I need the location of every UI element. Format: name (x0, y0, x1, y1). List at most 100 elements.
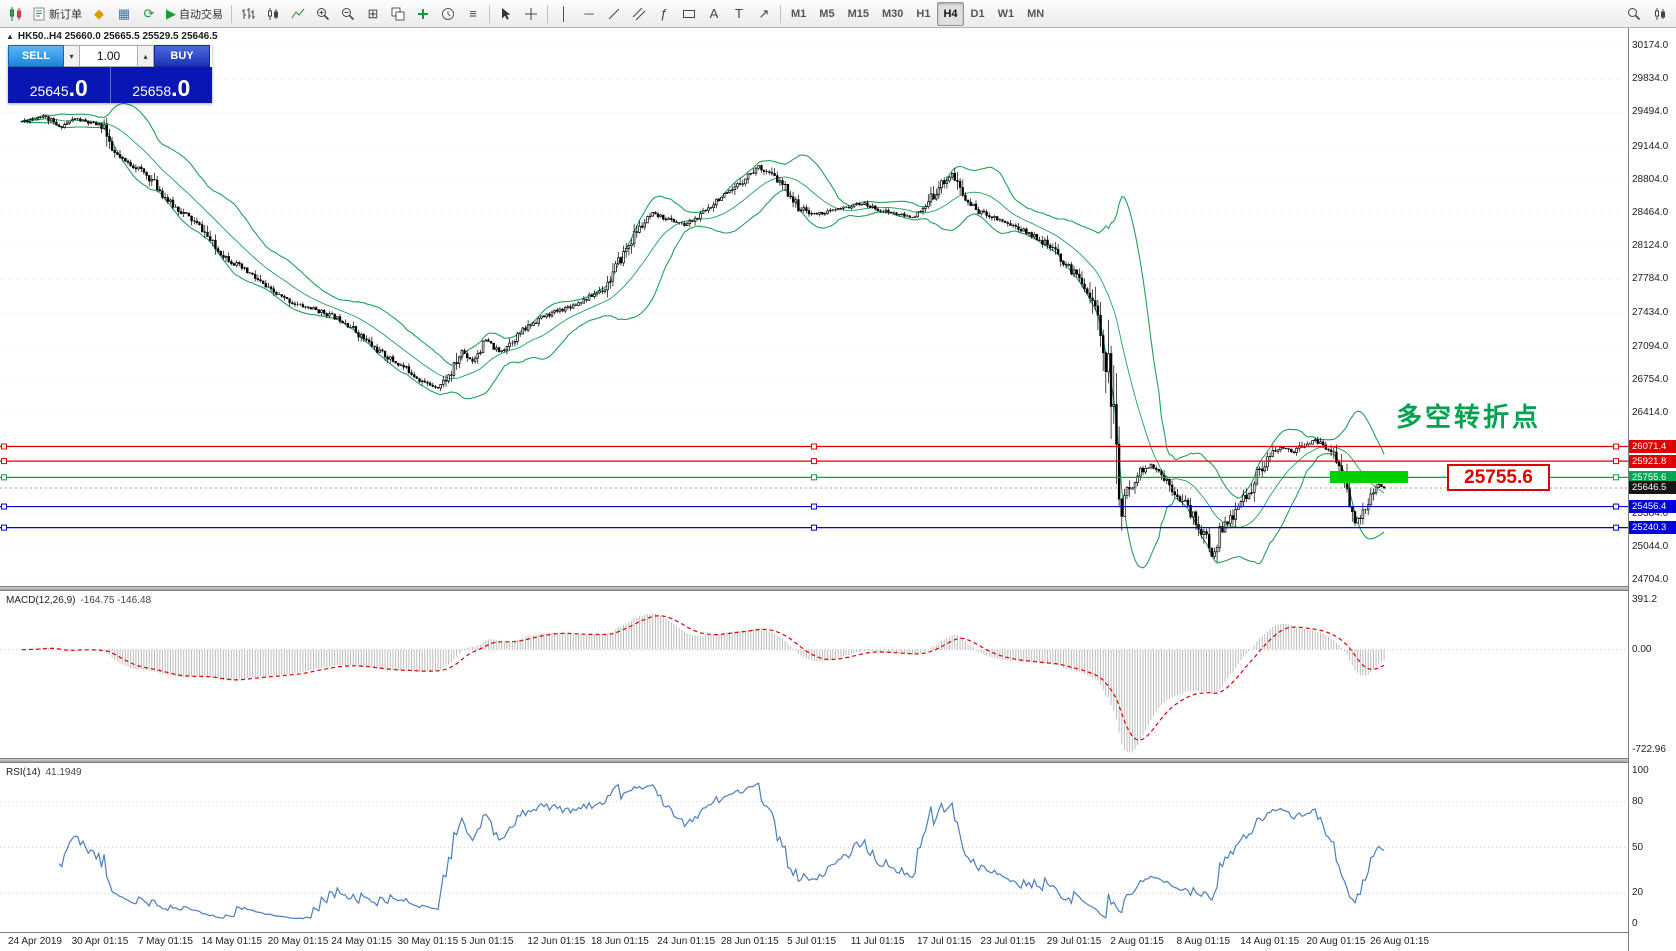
cursor-tool-button[interactable] (494, 2, 518, 26)
indicators-icon (418, 8, 428, 19)
price-divider (109, 67, 111, 103)
sell-button[interactable]: SELL (8, 45, 64, 67)
shapes-icon (683, 9, 695, 18)
data-window-icon: ▦ (117, 6, 131, 21)
data-window-button[interactable]: ▦ (112, 2, 136, 26)
timeframe-M15[interactable]: M15 (847, 7, 869, 20)
chart-style-button[interactable] (1648, 2, 1672, 26)
search-button[interactable] (1622, 2, 1646, 26)
horizontal-line-tool[interactable]: ─ (577, 2, 601, 26)
period-clock-button[interactable] (436, 2, 460, 26)
auto-trading-icon: ▶ (166, 6, 176, 21)
sell-price-pips: .0 (68, 75, 88, 102)
trendline-tool[interactable] (602, 2, 626, 26)
price-axis[interactable]: 30174.0 29834.0 29494.0 29144.0 28804.0 28464… (1628, 28, 1676, 951)
toolbar-separator (231, 4, 232, 23)
date-label: 23 Jul 01:15 (980, 936, 1036, 947)
text-icon: A (709, 6, 719, 21)
shapes-tool[interactable] (677, 2, 701, 26)
timeframe-M1[interactable]: M1 (791, 7, 807, 20)
tile-windows-button[interactable]: ⊞ (361, 2, 385, 26)
timeframe-MN[interactable]: MN (1027, 7, 1045, 20)
macd-axis-zero: 0.00 (1632, 643, 1652, 655)
buy-price-main: 25658 (132, 82, 172, 99)
buy-price[interactable]: 25658.0 (111, 67, 213, 103)
turning-point-highlight[interactable] (1330, 471, 1408, 483)
price-tick-label: 28124.0 (1632, 240, 1669, 252)
date-label: 7 May 01:15 (137, 936, 193, 947)
toolbar-separator (489, 4, 490, 23)
auto-trading-button[interactable]: ▶ 自动交易 (162, 2, 227, 26)
timeframe-W1[interactable]: W1 (997, 7, 1015, 20)
date-label: 20 Aug 01:15 (1306, 936, 1366, 947)
rsi-indicator-panel[interactable] (0, 763, 1628, 932)
vertical-line-tool[interactable]: │ (552, 2, 576, 26)
date-label: 12 Jun 01:15 (527, 936, 586, 947)
rsi-axis-tick: 80 (1632, 795, 1644, 807)
fibonacci-tool[interactable]: ƒ (652, 2, 676, 26)
arrow-tool[interactable]: ↗ (752, 2, 776, 26)
objects-list-button[interactable]: ≡ (461, 2, 485, 26)
new-order-button[interactable]: 新订单 (29, 2, 86, 26)
crosshair-icon (525, 7, 537, 20)
macd-rsi-splitter[interactable] (0, 758, 1676, 763)
text-label-tool[interactable]: T (727, 2, 751, 26)
date-label: 26 Aug 01:15 (1370, 936, 1430, 947)
line-chart-mode-button[interactable] (286, 2, 310, 26)
main-price-chart[interactable] (0, 28, 1628, 586)
new-order-label: 新订单 (49, 8, 82, 21)
tile-windows-icon: ⊞ (367, 6, 379, 21)
buy-button[interactable]: BUY (154, 45, 210, 67)
toolbar: 新订单 ◆ ▦ ⟳ ▶ 自动交易 ⊞ (0, 0, 1676, 28)
channel-icon (632, 7, 646, 20)
time-axis[interactable]: 24 Apr 2019 30 Apr 01:15 7 May 01:15 14 May… (0, 932, 1628, 951)
price-tick-label: 29834.0 (1632, 73, 1669, 85)
vertical-line-icon: │ (559, 6, 569, 21)
order-controls-row: SELL ▾ ▴ BUY (8, 45, 212, 67)
rsi-axis-tick: 20 (1632, 887, 1644, 899)
price-tick-label: 26754.0 (1632, 373, 1669, 385)
volume-input[interactable] (80, 45, 138, 67)
zoom-in-button[interactable] (311, 2, 335, 26)
search-icon (1628, 7, 1641, 20)
timeframe-D1[interactable]: D1 (970, 7, 985, 20)
date-label: 2 Aug 01:15 (1110, 936, 1164, 947)
volume-decrease-button[interactable]: ▾ (64, 45, 80, 67)
level-price-badge: 25755.6 (1629, 470, 1676, 484)
market-watch-icon: ◆ (94, 6, 104, 21)
toolbar-separator (547, 4, 548, 23)
crosshair-tool-button[interactable] (519, 2, 543, 26)
macd-axis-max: 391.2 (1632, 594, 1658, 605)
volume-increase-button[interactable]: ▴ (138, 45, 154, 67)
navigator-button[interactable]: ⟳ (137, 2, 161, 26)
date-label: 14 Aug 01:15 (1240, 936, 1300, 947)
market-watch-button[interactable]: ◆ (87, 2, 111, 26)
sell-price-main: 25645 (29, 82, 69, 99)
candlestick-chart-icon (268, 7, 278, 20)
app-logo-icon (10, 6, 21, 21)
indicators-button[interactable] (411, 2, 435, 26)
date-label: 24 May 01:15 (331, 936, 392, 947)
sell-price[interactable]: 25645.0 (8, 67, 110, 103)
bar-chart-mode-button[interactable] (236, 2, 260, 26)
channel-tool[interactable] (627, 2, 651, 26)
macd-indicator-panel[interactable] (0, 591, 1628, 758)
text-tool[interactable]: A (702, 2, 726, 26)
zoom-out-button[interactable] (336, 2, 360, 26)
fibonacci-icon: ƒ (660, 6, 668, 21)
timeframe-H1[interactable]: H1 (916, 7, 931, 20)
timeframe-M30[interactable]: M30 (881, 7, 904, 20)
timeframe-M5[interactable]: M5 (819, 7, 835, 20)
price-tick-label: 27434.0 (1632, 307, 1669, 319)
zoom-out-icon (342, 7, 355, 20)
chart-macd-splitter[interactable] (0, 586, 1676, 591)
candle-chart-mode-button[interactable] (261, 2, 285, 26)
level-price-badge: 25456.4 (1629, 500, 1676, 514)
timeframe-H4[interactable]: H4 (937, 1, 964, 26)
chart-title: ▲ HK50..H4 25660.0 25665.5 25529.5 25646… (6, 31, 218, 42)
buy-price-pips: .0 (171, 75, 191, 102)
date-label: 30 Apr 01:15 (71, 936, 129, 947)
cascade-windows-button[interactable] (386, 2, 410, 26)
label-icon: T (735, 6, 743, 21)
